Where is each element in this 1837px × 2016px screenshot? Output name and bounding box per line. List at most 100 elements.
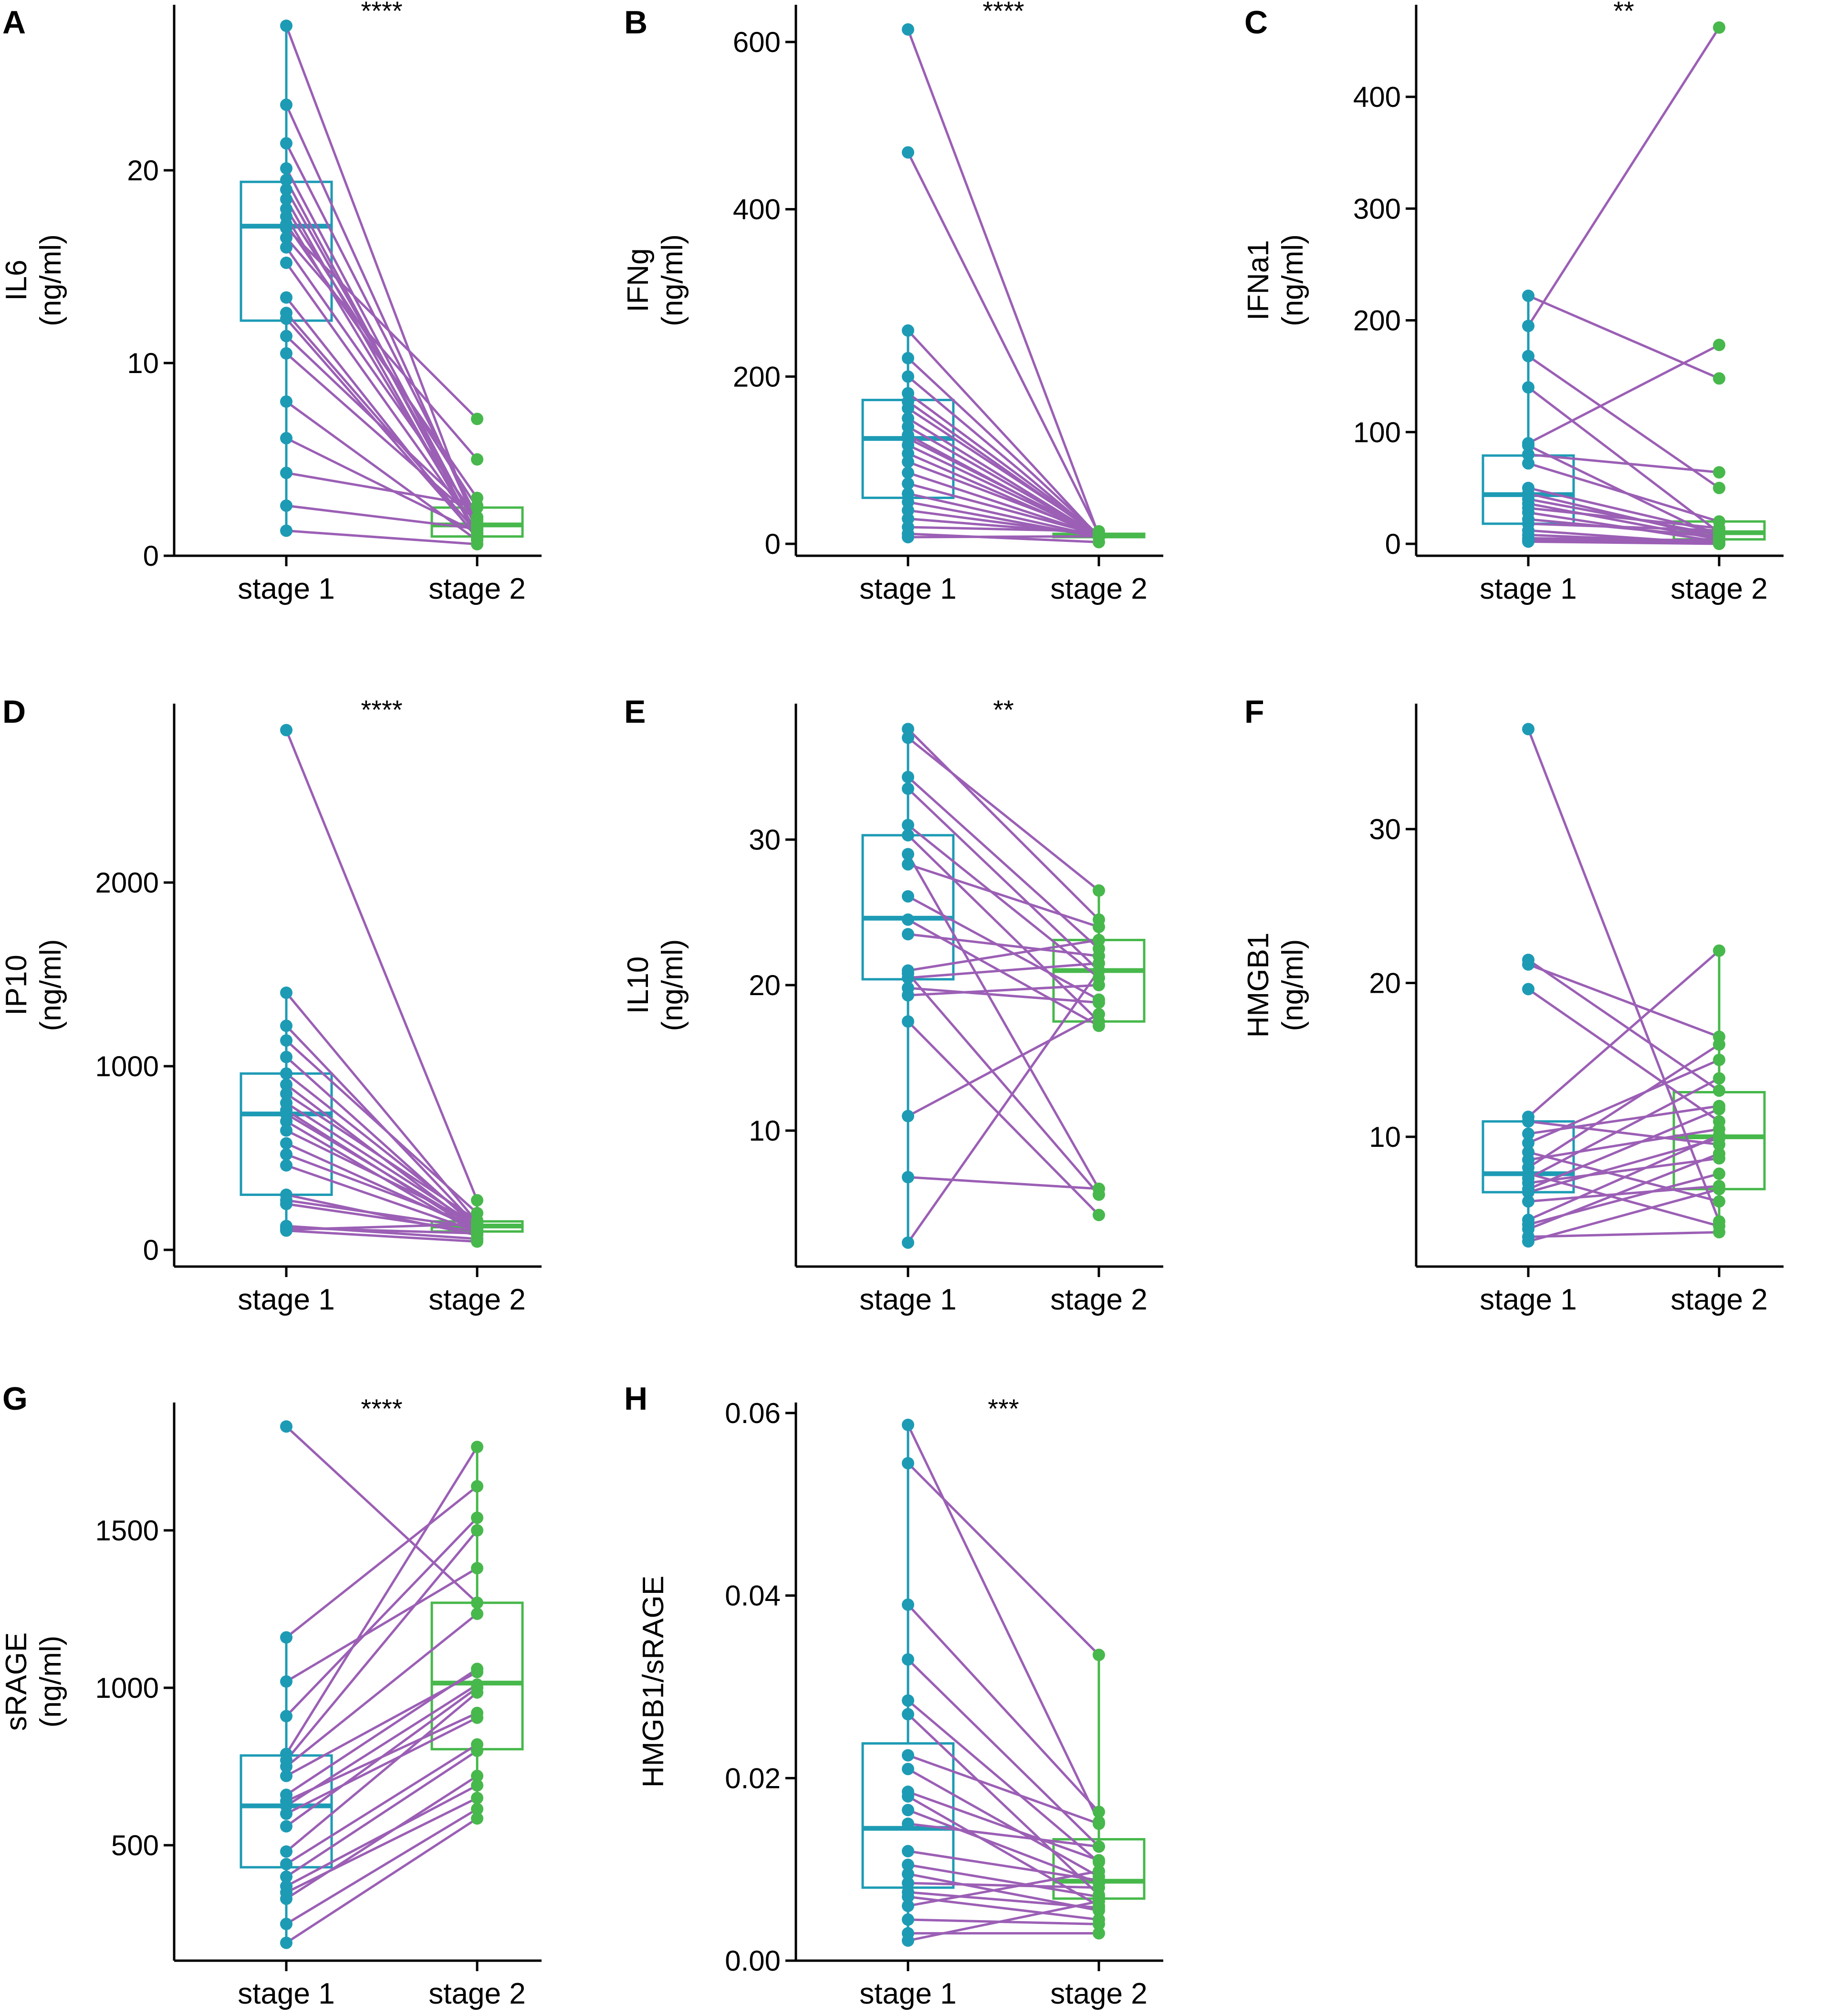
- pair-line: [286, 1153, 478, 1227]
- point-stage2: [1093, 921, 1105, 933]
- panel-letter: F: [1244, 694, 1264, 730]
- pair-line: [907, 1699, 1100, 1863]
- pair-line: [1528, 1059, 1720, 1144]
- pair-line: [286, 504, 478, 530]
- point-stage2: [471, 499, 483, 512]
- point-stage1: [1522, 381, 1534, 394]
- point-stage1: [1522, 1195, 1534, 1208]
- pair-line: [907, 152, 1100, 535]
- pair-line: [1527, 27, 1721, 327]
- point-stage1: [280, 1148, 292, 1161]
- point-stage1: [280, 724, 292, 737]
- pair-line: [1527, 1043, 1720, 1169]
- pair-line: [1528, 1153, 1720, 1230]
- point-stage1: [1522, 439, 1534, 452]
- point-stage1: [280, 1050, 292, 1063]
- point-stage1: [902, 928, 914, 941]
- pair-line: [907, 1713, 1100, 1896]
- point-stage1: [902, 1598, 914, 1611]
- pair-line: [908, 492, 1099, 538]
- point-stage2: [471, 1524, 483, 1537]
- y-tick-label: 0.00: [725, 1945, 781, 1977]
- pair-line: [908, 1808, 1099, 1884]
- pair-line: [907, 437, 1100, 536]
- pair-line: [285, 1446, 479, 1755]
- point-stage1: [902, 1110, 914, 1122]
- pair-line: [907, 392, 1100, 536]
- y-tick-label: 10: [749, 1115, 781, 1147]
- point-stage1: [280, 312, 292, 325]
- point-stage2: [1093, 1854, 1105, 1867]
- pair-line: [1528, 522, 1720, 532]
- point-stage1: [902, 1015, 914, 1028]
- point-stage1: [1522, 320, 1534, 333]
- pair-line: [1528, 1120, 1720, 1146]
- pair-line: [285, 1817, 478, 1944]
- panel-g: G 500 1000 1500 stage 1 stage 2 sRAGE(ng/ml) **…: [0, 1381, 542, 2010]
- panel-d: D 0 1000 2000 stage 1 stage 2 IP10(ng/ml) ****: [0, 694, 542, 1316]
- pair-line: [908, 984, 1099, 997]
- pair-line: [286, 529, 478, 546]
- point-stage2: [471, 413, 483, 426]
- point-stage1: [902, 829, 914, 842]
- y-tick-label: 600: [733, 26, 781, 58]
- y-axis-label-name: IL10: [622, 956, 655, 1014]
- point-stage1: [902, 370, 914, 383]
- point-stage2: [1093, 1895, 1105, 1908]
- panel-letter: B: [624, 4, 647, 41]
- y-axis-label: sRAGE(ng/ml): [0, 1632, 67, 1731]
- pair-line: [285, 297, 478, 540]
- y-axis-label-name: IFNa1: [1242, 240, 1275, 321]
- point-stage1: [280, 330, 292, 343]
- panel-f: F 10 20 30 stage 1 stage 2 HMGB1(ng/ml): [1242, 694, 1784, 1316]
- point-stage1: [280, 241, 292, 254]
- point-stage1: [902, 723, 914, 736]
- point-stage2: [1093, 996, 1105, 1009]
- point-stage1: [280, 1892, 292, 1905]
- pair-line: [908, 1870, 1099, 1907]
- y-axis-label-unit: (ng/ml): [34, 1636, 67, 1728]
- pair-line: [285, 1517, 478, 1717]
- x-tick-label: stage 1: [1480, 572, 1576, 605]
- panel-letter: A: [2, 4, 26, 41]
- point-stage2: [1713, 1072, 1725, 1085]
- pair-line: [285, 1784, 478, 1888]
- pair-line: [285, 352, 478, 522]
- point-stage2: [471, 1480, 483, 1493]
- y-tick-label: 0.06: [725, 1397, 781, 1429]
- pair-line: [285, 1092, 478, 1222]
- y-tick-label: 20: [749, 969, 781, 1001]
- y-axis-label: HMGB1/sRAGE: [637, 1576, 670, 1787]
- pair-line: [286, 471, 478, 507]
- point-stage2: [1713, 21, 1725, 34]
- pair-line: [286, 1164, 478, 1233]
- point-stage1: [902, 530, 914, 543]
- point-stage1: [902, 1845, 914, 1858]
- point-stage2: [1093, 964, 1105, 977]
- point-stage1: [902, 1804, 914, 1817]
- significance-label: **: [993, 695, 1014, 725]
- point-stage1: [280, 1224, 292, 1237]
- point-stage2: [1713, 1053, 1725, 1066]
- point-stage1: [902, 1171, 914, 1184]
- point-stage1: [280, 1159, 292, 1172]
- point-stage1: [280, 987, 292, 999]
- pair-line: [908, 535, 1099, 539]
- point-stage1: [280, 1858, 292, 1871]
- pair-line: [908, 933, 1099, 957]
- x-tick-label: stage 2: [1050, 1977, 1147, 2010]
- x-tick-label: stage 1: [238, 1283, 334, 1316]
- point-stage1: [902, 1913, 914, 1926]
- panel-b: B 0 200 400 600 stage 1 stage 2 IFNg(ng/ml) ****: [622, 0, 1163, 605]
- point-stage1: [902, 1418, 914, 1431]
- pair-line: [285, 237, 478, 460]
- pair-line: [1527, 728, 1721, 1222]
- pair-line: [907, 788, 1100, 972]
- y-tick-label: 1500: [95, 1515, 159, 1547]
- point-stage1: [280, 1760, 292, 1773]
- point-stage2: [1093, 1208, 1105, 1221]
- panel-letter: G: [2, 1381, 28, 1417]
- pair-line: [907, 29, 1100, 536]
- point-stage1: [280, 162, 292, 175]
